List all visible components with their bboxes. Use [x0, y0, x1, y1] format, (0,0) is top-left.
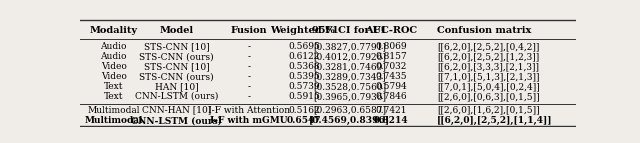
Text: Fusion: Fusion — [230, 26, 267, 35]
Text: AUC-ROC: AUC-ROC — [365, 26, 417, 35]
Text: -: - — [247, 42, 250, 51]
Text: 0.5162: 0.5162 — [289, 106, 320, 115]
Text: -: - — [247, 52, 250, 61]
Text: [[6,2,0],[2,5,2],[1,1,4]]: [[6,2,0],[2,5,2],[1,1,4]] — [437, 116, 552, 125]
Text: 0.7032: 0.7032 — [375, 62, 406, 71]
Text: 0.6122: 0.6122 — [289, 52, 320, 61]
Text: -: - — [247, 62, 250, 71]
Text: 0.5915: 0.5915 — [288, 92, 320, 101]
Text: 0.6547: 0.6547 — [287, 116, 321, 125]
Text: 0.5739: 0.5739 — [289, 82, 320, 91]
Text: HAN [10]: HAN [10] — [155, 82, 198, 91]
Text: [0.3528,0.7560]: [0.3528,0.7560] — [313, 82, 386, 91]
Text: 0.5794: 0.5794 — [375, 82, 407, 91]
Text: [0.4569,0.8396]: [0.4569,0.8396] — [308, 116, 390, 125]
Text: Confusion matrix: Confusion matrix — [437, 26, 531, 35]
Text: 0.5395: 0.5395 — [288, 72, 320, 81]
Text: 0.7435: 0.7435 — [375, 72, 407, 81]
Text: Text: Text — [104, 92, 124, 101]
Text: 0.8069: 0.8069 — [375, 42, 407, 51]
Text: CNN-LSTM (ours): CNN-LSTM (ours) — [131, 116, 222, 125]
Text: Audio: Audio — [100, 42, 127, 51]
Text: [0.2963,0.6587]: [0.2963,0.6587] — [313, 106, 386, 115]
Text: [[2,6,0],[1,6,2],[0,1,5]]: [[2,6,0],[1,6,2],[0,1,5]] — [437, 106, 540, 115]
Text: Audio: Audio — [100, 52, 127, 61]
Text: [0.3827,0.7791]: [0.3827,0.7791] — [313, 42, 386, 51]
Text: [[6,2,0],[3,3,3],[2,1,3]]: [[6,2,0],[3,3,3],[2,1,3]] — [437, 62, 539, 71]
Text: Video: Video — [100, 72, 127, 81]
Text: Weighted F1: Weighted F1 — [270, 26, 339, 35]
Text: CNN-HAN [10]: CNN-HAN [10] — [142, 106, 211, 115]
Text: [0.3281,0.7469]: [0.3281,0.7469] — [313, 62, 386, 71]
Text: 0.8214: 0.8214 — [374, 116, 408, 125]
Text: CNN-LSTM (ours): CNN-LSTM (ours) — [135, 92, 218, 101]
Text: 0.8157: 0.8157 — [375, 52, 407, 61]
Text: -: - — [247, 82, 250, 91]
Text: Modality: Modality — [90, 26, 138, 35]
Text: Multimodal: Multimodal — [84, 116, 143, 125]
Text: 0.5695: 0.5695 — [288, 42, 320, 51]
Text: [0.3289,0.7343]: [0.3289,0.7343] — [313, 72, 386, 81]
Text: [0.4012,0.7926]: [0.4012,0.7926] — [313, 52, 386, 61]
Text: 0.7846: 0.7846 — [375, 92, 407, 101]
Text: STS-CNN (ours): STS-CNN (ours) — [140, 52, 214, 61]
Text: 0.5368: 0.5368 — [289, 62, 320, 71]
Text: Text: Text — [104, 82, 124, 91]
Text: I-F with Attention: I-F with Attention — [207, 106, 290, 115]
Text: STS-CNN [10]: STS-CNN [10] — [144, 42, 209, 51]
Text: -: - — [247, 92, 250, 101]
Text: 0.7421: 0.7421 — [375, 106, 407, 115]
Text: [[6,2,0],[2,5,2],[0,4,2]]: [[6,2,0],[2,5,2],[0,4,2]] — [437, 42, 540, 51]
Text: Multimodal: Multimodal — [88, 106, 140, 115]
Text: -: - — [247, 72, 250, 81]
Text: Model: Model — [159, 26, 194, 35]
Text: [[7,1,0],[5,1,3],[2,1,3]]: [[7,1,0],[5,1,3],[2,1,3]] — [437, 72, 540, 81]
Text: [[6,2,0],[2,5,2],[1,2,3]]: [[6,2,0],[2,5,2],[1,2,3]] — [437, 52, 540, 61]
Text: [0.3965,0.7936]: [0.3965,0.7936] — [313, 92, 386, 101]
Text: STS-CNN (ours): STS-CNN (ours) — [140, 72, 214, 81]
Text: I-F with mGMU: I-F with mGMU — [210, 116, 287, 125]
Text: 95% CI for F1: 95% CI for F1 — [312, 26, 387, 35]
Text: [[7,0,1],[5,0,4],[0,2,4]]: [[7,0,1],[5,0,4],[0,2,4]] — [437, 82, 540, 91]
Text: STS-CNN [10]: STS-CNN [10] — [144, 62, 209, 71]
Text: Video: Video — [100, 62, 127, 71]
Text: [[2,6,0],[0,6,3],[0,1,5]]: [[2,6,0],[0,6,3],[0,1,5]] — [437, 92, 540, 101]
